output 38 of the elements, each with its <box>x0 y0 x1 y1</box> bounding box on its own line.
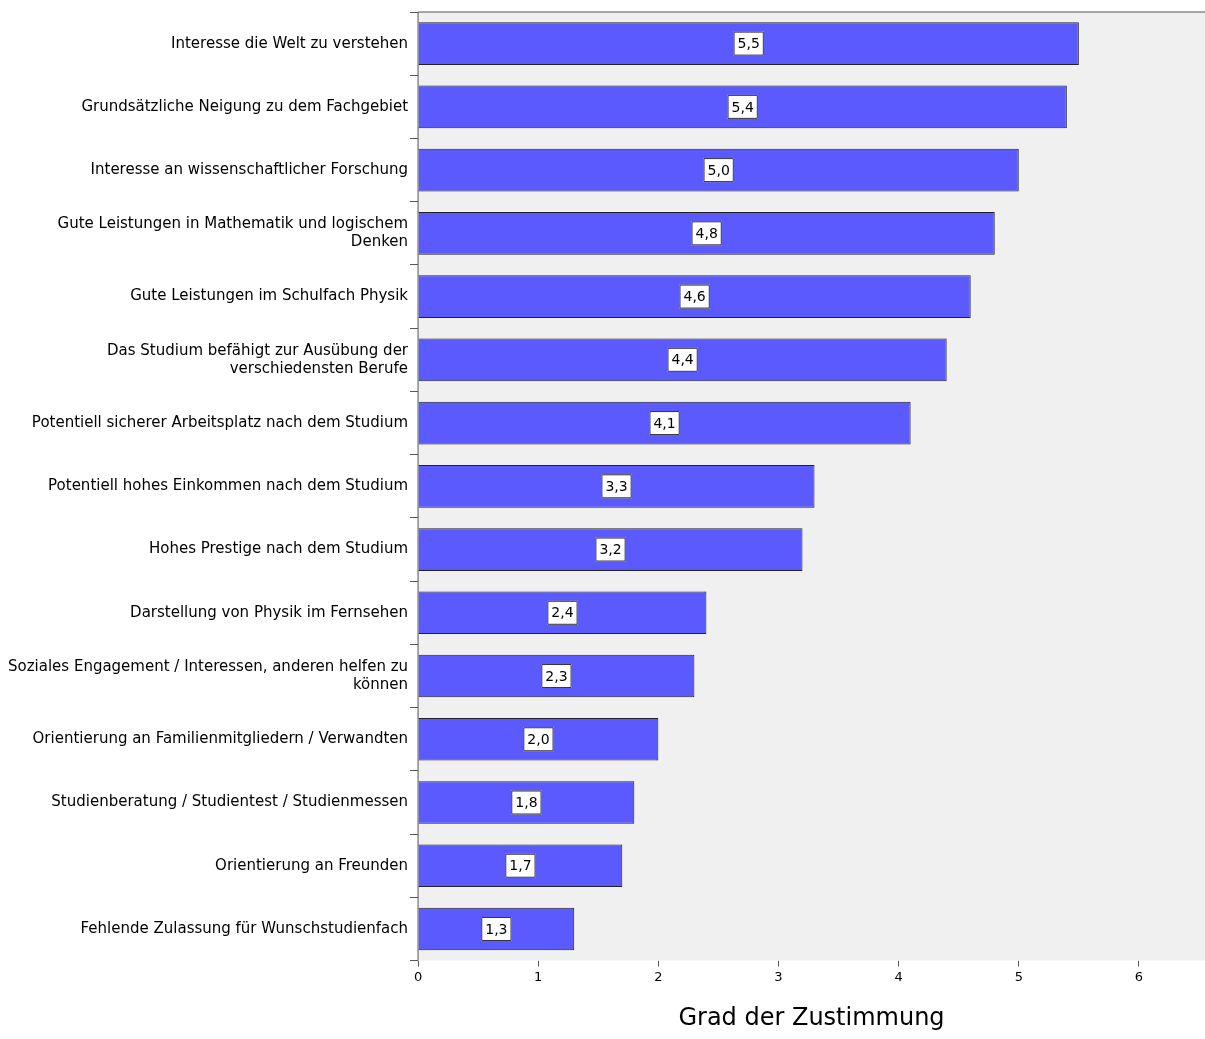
data-label: 1,8 <box>515 794 538 811</box>
y-tick-label: Potentiell sicherer Arbeitsplatz nach dem Studium <box>31 412 409 431</box>
x-tick-label: 0 <box>413 968 423 984</box>
data-label: 4,6 <box>683 288 706 305</box>
y-tick-label: Darstellung von Physik im Fernsehen <box>130 602 409 621</box>
data-label: 5,5 <box>737 35 760 52</box>
y-tick-label: Soziales Engagement / Interessen, anderen helfen zu können <box>7 656 409 693</box>
y-tick-label: Hohes Prestige nach dem Studium <box>148 539 409 558</box>
y-tick-label: Gute Leistungen im Schulfach Physik <box>130 286 409 305</box>
y-tick-label: Interesse die Welt zu verstehen <box>171 33 409 52</box>
y-tick-label: Orientierung an Familienmitgliedern / Verwandten <box>32 729 409 748</box>
y-tick-label: Orientierung an Freunden <box>215 855 409 874</box>
data-label: 2,3 <box>545 667 568 684</box>
y-tick-label: Gute Leistungen in Mathematik und logischem Denken <box>57 214 409 251</box>
data-label: 1,7 <box>509 857 532 874</box>
data-label: 2,0 <box>527 730 550 747</box>
x-tick-label: 4 <box>894 968 903 984</box>
x-tick-label: 1 <box>534 968 543 984</box>
data-label: 4,4 <box>671 351 694 368</box>
x-tick-label: 2 <box>654 968 663 984</box>
x-axis-title: Grad der Zustimmung <box>678 1002 945 1031</box>
data-label: 2,4 <box>551 604 574 621</box>
data-label: 5,0 <box>707 161 730 178</box>
data-label: 1,3 <box>485 920 508 937</box>
y-tick-label: Potentiell hohes Einkommen nach dem Studium <box>48 476 409 495</box>
data-label: 4,1 <box>653 414 676 431</box>
x-tick-label: 3 <box>774 968 783 984</box>
data-label: 3,3 <box>605 477 628 494</box>
y-tick-label: Interesse an wissenschaftlicher Forschung <box>90 159 409 178</box>
y-tick-label: Fehlende Zulassung für Wunschstudienfach <box>80 918 409 937</box>
data-label: 4,8 <box>695 224 718 241</box>
x-tick-label: 6 <box>1134 968 1144 984</box>
data-label: 3,2 <box>599 541 622 558</box>
y-tick-label: Grundsätzliche Neigung zu dem Fachgebiet <box>81 96 409 115</box>
x-tick-label: 5 <box>1014 968 1023 984</box>
data-label: 5,4 <box>731 98 754 115</box>
y-tick-label: Das Studium befähigt zur Ausübung der verschiedensten Berufe <box>107 340 409 377</box>
y-tick-label: Studienberatung / Studientest / Studienmessen <box>51 792 409 811</box>
